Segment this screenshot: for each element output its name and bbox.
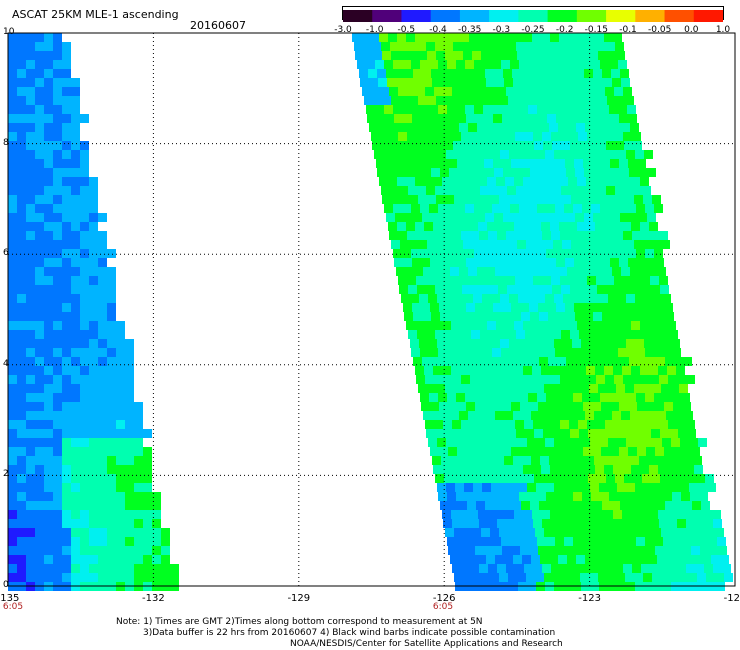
time-label-left: 6:05 (2, 602, 24, 612)
color-scale-swatch (635, 10, 666, 22)
left-swath-pixels (8, 33, 179, 591)
time-label-right: 6:05 (432, 602, 454, 612)
color-scale-label: -3.0 (334, 25, 352, 35)
y-tick-label: 2 (3, 469, 9, 480)
color-scale-label: -0.05 (648, 25, 672, 35)
color-scale-swatch (576, 10, 607, 22)
color-scale-swatch (459, 10, 490, 22)
color-scale-label: -1.0 (365, 25, 384, 35)
color-scale-label: -0.25 (521, 25, 545, 35)
color-scale-swatch (664, 10, 695, 22)
color-scale-swatch (606, 10, 636, 22)
color-scale-label: 1.0 (715, 25, 731, 35)
y-tick-label: 4 (3, 358, 9, 369)
color-scale-swatch (343, 10, 373, 22)
color-scale-label: -0.15 (584, 25, 608, 35)
y-tick-label: 6 (3, 248, 9, 259)
color-scale-label: -0.3 (492, 25, 511, 35)
color-scale-bar (342, 6, 724, 22)
right-swath-pixels (352, 33, 733, 591)
color-scale-label: -0.2 (555, 25, 574, 35)
note-line-2: 3)Data buffer is 22 hrs from 20160607 4)… (143, 628, 556, 638)
color-scale-label: -0.5 (397, 25, 416, 35)
map-frame (7, 32, 736, 587)
color-scale-swatch (518, 10, 549, 22)
note-line-3: NOAA/NESDIS/Center for Satellite Applica… (290, 639, 563, 649)
color-scale-swatch (489, 10, 519, 22)
color-scale-label: -0.1 (619, 25, 637, 35)
x-tick-label: -126 (432, 593, 456, 604)
x-tick-label: -135 (0, 593, 20, 604)
color-scale-swatch (401, 10, 432, 22)
color-scale-swatch (372, 10, 402, 22)
chart-title: ASCAT 25KM MLE-1 ascending (12, 8, 179, 21)
color-scale-swatch (430, 10, 461, 22)
x-tick-label: -132 (142, 593, 165, 604)
y-tick-label: 8 (3, 137, 9, 148)
color-scale-label: -0.35 (458, 25, 482, 35)
map-grid (8, 33, 735, 586)
note-line-1: Note: 1) Times are GMT 2)Times along bot… (116, 617, 483, 627)
color-scale-swatch (693, 10, 724, 22)
x-tick-label: -120 (723, 593, 740, 604)
y-tick-label: 10 (3, 27, 15, 37)
chart-date: 20160607 (190, 19, 246, 32)
x-tick-label: -129 (287, 593, 311, 604)
color-scale-swatch (547, 10, 578, 22)
y-tick-label: 0 (3, 580, 9, 590)
color-scale-label: -0.4 (429, 25, 447, 35)
color-scale-label: 0.0 (684, 25, 699, 35)
x-tick-label: -123 (578, 593, 601, 604)
